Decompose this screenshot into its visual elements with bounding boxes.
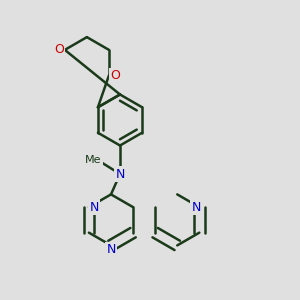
Text: N: N <box>90 201 99 214</box>
Text: Me: Me <box>85 155 102 165</box>
Text: N: N <box>115 167 125 181</box>
Text: N: N <box>106 243 116 256</box>
Text: O: O <box>54 44 64 56</box>
Text: O: O <box>110 69 120 82</box>
Text: N: N <box>192 201 201 214</box>
